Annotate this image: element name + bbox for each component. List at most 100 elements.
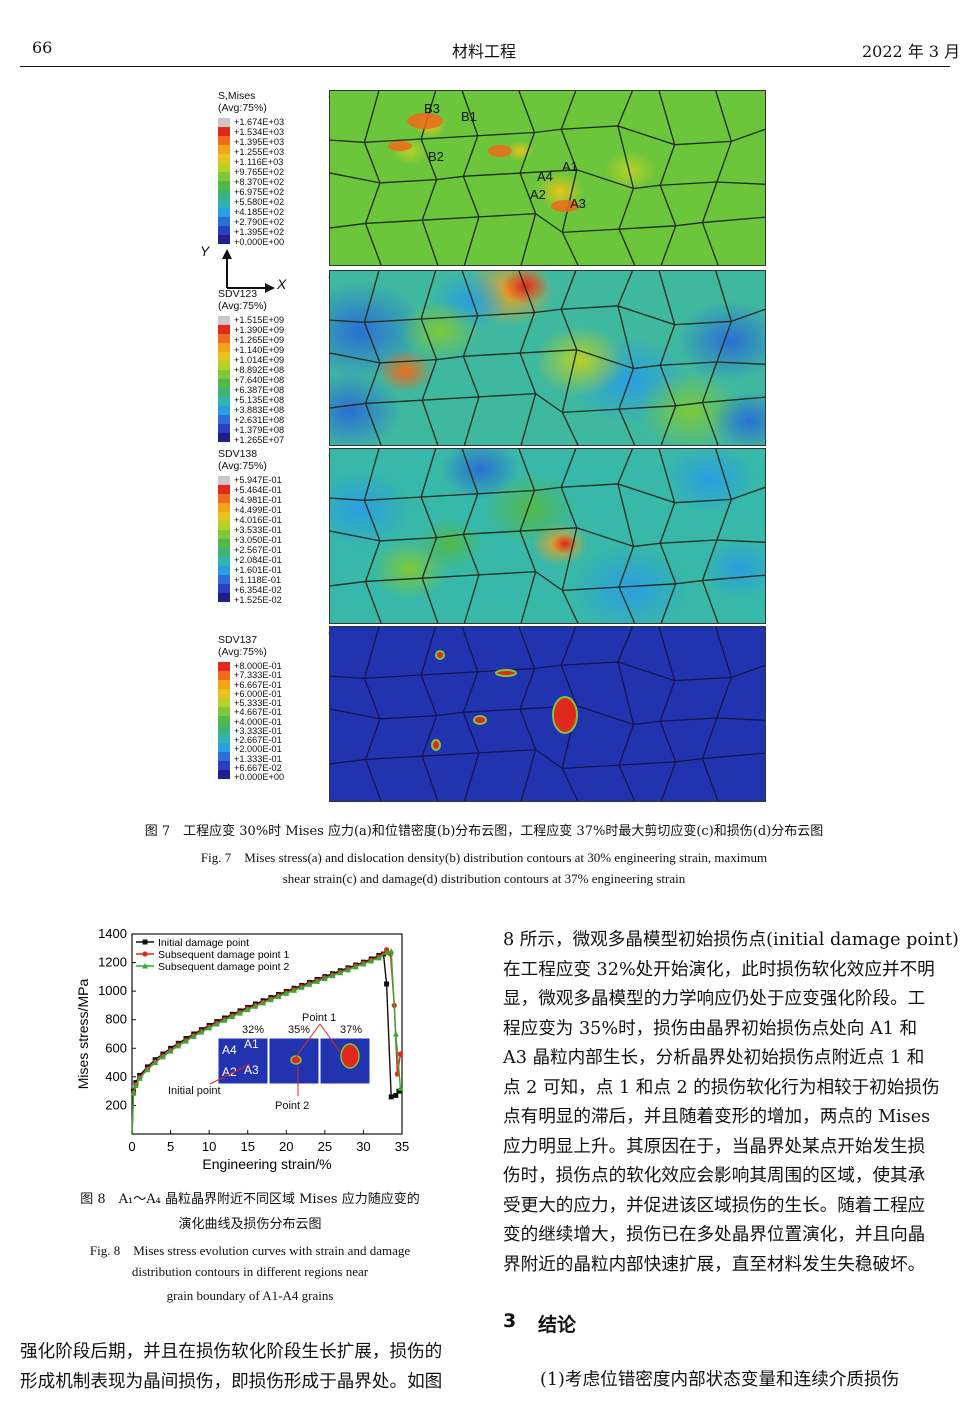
colorbar-label: +1.525E-02: [234, 595, 282, 605]
colorbar-label: +8.000E-01: [234, 661, 282, 671]
legend-label: Subsequent damage point 1: [158, 949, 290, 961]
colorbar-swatch: [218, 716, 230, 725]
legend-label: Subsequent damage point 2: [158, 961, 290, 973]
data-point: [306, 981, 313, 987]
data-point: [388, 948, 395, 954]
colorbar-swatch: [218, 761, 230, 770]
legend-title: (Avg:75%): [218, 646, 267, 658]
data-point: [260, 1000, 267, 1006]
right-column-line: 界附近的晶粒内部快速扩展，直至材料发生失稳破坏。: [503, 1254, 926, 1275]
colorbar-swatch: [218, 154, 230, 163]
page-number: 66: [32, 38, 53, 57]
colorbar-swatch: [218, 235, 230, 244]
figure-8-chart: 0 5 10 15 20 25 30 35 200 400 600 800 1000 1200 1400 En…: [75, 926, 409, 1172]
colorbar-swatch: [218, 662, 230, 671]
right-column-line: 伤时，损伤点的软化效应会影响其周围的区域，使其承: [503, 1166, 926, 1186]
colorbar-label: +6.000E-01: [234, 688, 282, 699]
contour-blob: [330, 469, 412, 549]
contour-blob: [571, 544, 689, 623]
colorbar-swatch: [218, 352, 230, 361]
conclusion-paragraph-start: (1)考虑位错密度内部状态变量和连续介质损伤: [540, 1370, 900, 1390]
colorbar-label: +6.354E-02: [234, 585, 282, 595]
series-line: [131, 953, 400, 1135]
colorbar-swatch: [218, 316, 230, 325]
legend-panel-c: SDV138 (Avg:75%) +5.947E-01 +5.464E-01 +4.98…: [218, 448, 282, 605]
colorbar-swatch: [218, 698, 230, 707]
x-tick-label: 35: [395, 1139, 409, 1154]
colorbar-label: +1.118E-01: [234, 575, 282, 585]
data-point: [384, 981, 390, 987]
colorbar-swatch: [218, 190, 230, 199]
legend-title: (Avg:75%): [218, 460, 267, 472]
x-tick-label: 10: [202, 1139, 216, 1154]
x-axis-arrowhead: [265, 283, 275, 293]
colorbar-label: +2.567E-01: [234, 545, 282, 555]
journal-name: 材料工程: [452, 42, 517, 61]
chart-annotation: 37%: [340, 1024, 362, 1036]
data-point: [221, 1017, 228, 1023]
contour-panel-a: B3 B1 B2 A4 A1 A2 A3: [329, 90, 766, 266]
colorbar-label: +6.667E-01: [234, 679, 282, 690]
section-title: 结论: [538, 1314, 577, 1336]
colorbar-label: +3.050E-01: [234, 535, 282, 545]
colorbar-swatch: [218, 530, 230, 539]
legend-label: Initial damage point: [158, 937, 249, 949]
data-point: [244, 1006, 251, 1013]
colorbar-label: +4.667E-01: [234, 707, 282, 718]
y-axis-label: Y: [200, 243, 210, 259]
chart-annotation: A1: [244, 1037, 259, 1051]
colorbar-label: +7.333E-01: [234, 670, 282, 681]
colorbar-label: +1.379E+08: [234, 425, 285, 435]
colorbar-label: +5.464E-01: [234, 485, 282, 495]
x-tick-label: 25: [318, 1139, 332, 1154]
damage-region: [431, 739, 441, 751]
chart-annotation: 32%: [242, 1024, 264, 1036]
data-point: [396, 1088, 402, 1094]
colorbar-swatch: [218, 593, 230, 602]
data-point: [392, 1031, 399, 1037]
data-point: [252, 1003, 259, 1009]
y-tick-label: 200: [105, 1097, 127, 1112]
data-point: [136, 1075, 143, 1081]
colorbar-label: +1.333E-01: [234, 753, 282, 764]
grain-boundaries: [330, 271, 765, 445]
data-point: [298, 984, 305, 990]
data-point: [175, 1042, 182, 1049]
colorbar-label: +5.947E-01: [234, 475, 282, 485]
data-point: [368, 958, 375, 964]
data-point: [130, 1090, 137, 1096]
legend-marker: [142, 963, 148, 969]
colorbar-label: +7.640E+08: [234, 375, 285, 385]
data-point: [291, 987, 297, 993]
legend-marker: [142, 939, 148, 945]
colorbar-swatch: [218, 584, 230, 593]
colorbar-swatch: [218, 485, 230, 494]
fig8-caption-en-3: grain boundary of A1-A4 grains: [166, 1288, 334, 1303]
colorbar-swatch: [218, 539, 230, 548]
fig8-caption-en-2: distribution contours in different regio…: [131, 1264, 369, 1279]
colorbar-swatch: [218, 566, 230, 575]
data-point: [321, 975, 328, 982]
legend-panel-b: SDV123 (Avg:75%) +1.515E+09 +1.390E+09 +1.26…: [218, 288, 284, 445]
contour-blob: [604, 151, 656, 191]
data-point: [337, 969, 344, 976]
colorbar-label: +0.000E+00: [234, 237, 285, 247]
colorbar-swatch: [218, 770, 230, 779]
colorbar-swatch: [218, 325, 230, 334]
data-point: [383, 949, 390, 956]
data-point: [144, 1066, 151, 1073]
x-tick-label: 30: [356, 1139, 370, 1154]
grain-boundaries: [330, 449, 765, 623]
fig8-caption-en-1: Fig. 8 Mises stress evolution curves wit…: [89, 1243, 411, 1258]
colorbar-label: +8.370E+02: [234, 177, 285, 187]
colorbar-swatch: [218, 118, 230, 127]
colorbar-label: +3.333E-01: [234, 725, 282, 736]
data-point: [275, 993, 282, 1000]
colorbar-swatch: [218, 127, 230, 136]
colorbar-swatch: [218, 208, 230, 217]
colorbar-label: +1.265E+07: [234, 435, 285, 445]
section-number: 3: [503, 1310, 517, 1332]
colorbar-swatch: [218, 503, 230, 512]
colorbar-label: +4.185E+02: [234, 207, 285, 217]
colorbar-label: +2.667E-01: [234, 735, 282, 745]
